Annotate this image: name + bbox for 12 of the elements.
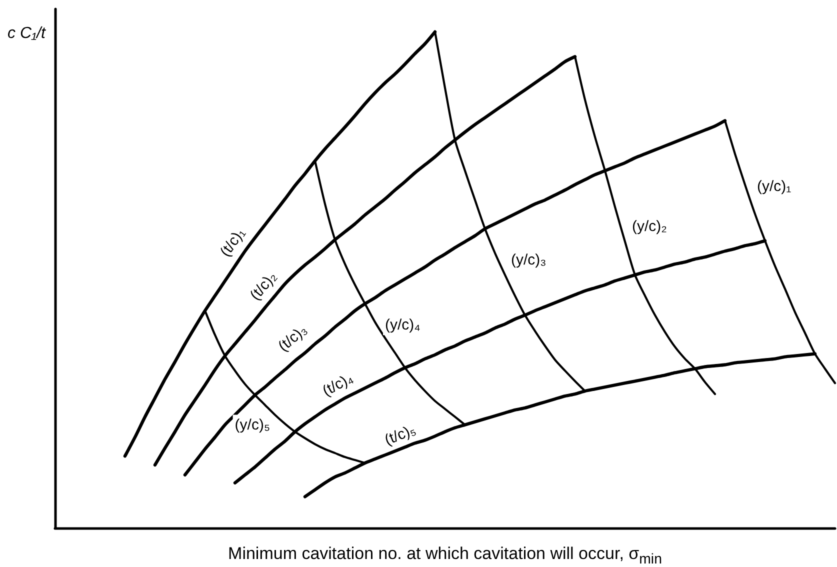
text: (t/c)₂	[246, 268, 280, 304]
x-axis-title: Minimum cavitation no. at which cavitation will occur, σ$_{min}$	[227, 544, 663, 567]
series-label: (y/c)₄	[385, 316, 420, 334]
text: (t/c)₄	[320, 370, 356, 400]
series-label: (y/c)₃	[511, 252, 546, 269]
series-label: (y/c)₅	[234, 416, 270, 434]
y-axis-title: c C₁/t	[6, 24, 47, 44]
series-label: (y/c)₂	[632, 218, 668, 236]
text: (t/c)₁	[216, 224, 249, 260]
series-label: (y/c)₁	[757, 178, 792, 196]
text: (t/c)₃	[275, 322, 310, 356]
text: (t/c)₅	[382, 421, 418, 449]
